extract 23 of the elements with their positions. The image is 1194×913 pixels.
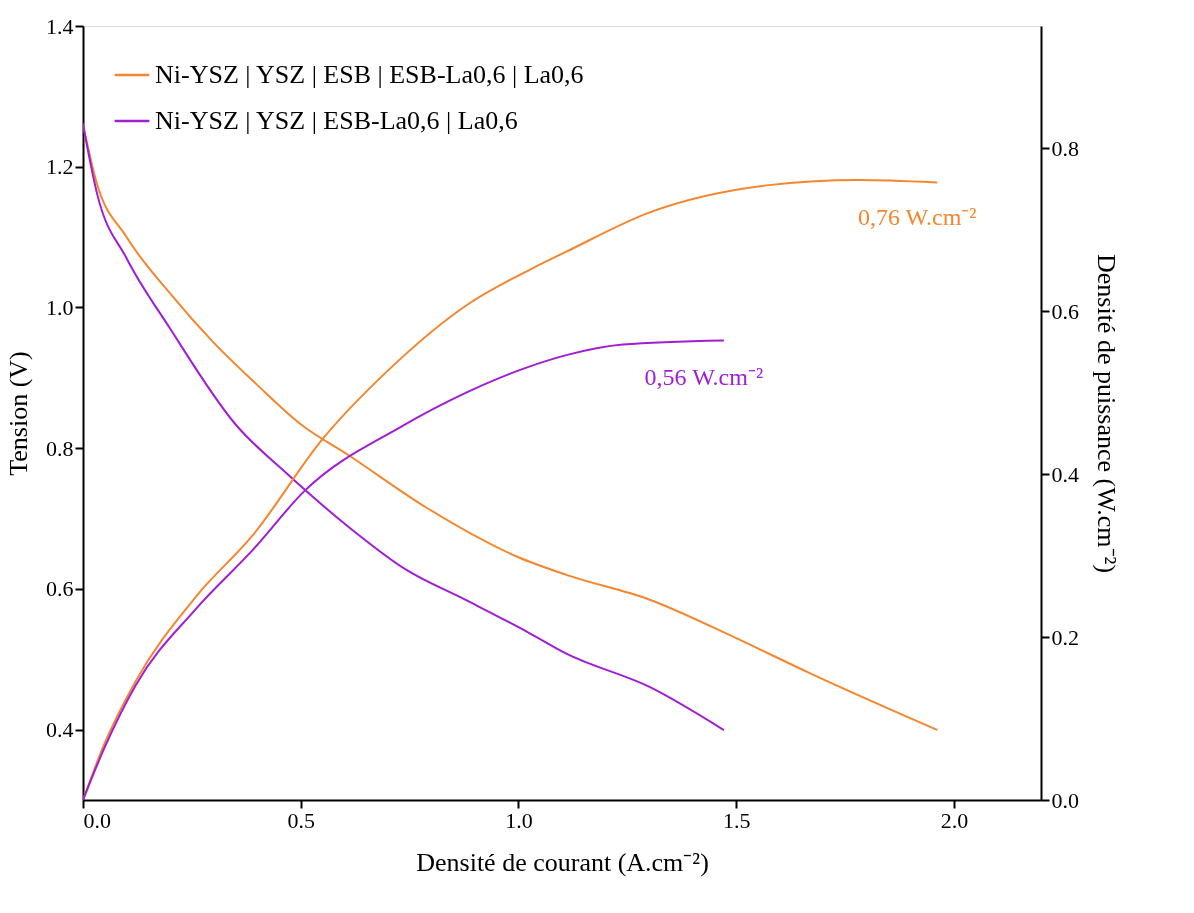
annotation: 0,56 W.cm⁻²	[644, 364, 764, 391]
y2-tick-label: 0.2	[1051, 624, 1079, 650]
annotation: 0,76 W.cm⁻²	[857, 203, 977, 230]
x-tick-label: 1.0	[505, 807, 533, 833]
y-tick-label: 0.6	[46, 576, 74, 602]
y-tick-label: 1.0	[46, 294, 74, 320]
y2-tick-label: 0.4	[1051, 461, 1079, 487]
x-tick-label: 1.5	[722, 807, 751, 833]
y-tick-label: 1.2	[46, 154, 74, 180]
y-tick-label: 1.4	[46, 13, 74, 39]
y-tick-label: 0.4	[46, 717, 74, 743]
legend-label: Ni-YSZ | YSZ | ESB | ESB-La0,6 | La0,6	[155, 60, 584, 89]
y2-tick-label: 0.6	[1051, 298, 1079, 324]
y-axis-title: Tension (V)	[4, 351, 33, 476]
y2-axis-title: Densité de puissance (W.cm⁻²)	[1092, 253, 1121, 574]
x-tick-label: 2.0	[940, 807, 969, 833]
x-tick-label: 0.0	[83, 807, 111, 833]
x-tick-label: 0.5	[287, 807, 315, 833]
y2-tick-label: 0.0	[1051, 787, 1079, 813]
x-axis-title: Densité de courant (A.cm⁻²)	[416, 847, 709, 877]
y-tick-label: 0.8	[46, 435, 74, 461]
legend-label: Ni-YSZ | YSZ | ESB-La0,6 | La0,6	[155, 106, 518, 135]
y2-tick-label: 0.8	[1051, 135, 1079, 161]
